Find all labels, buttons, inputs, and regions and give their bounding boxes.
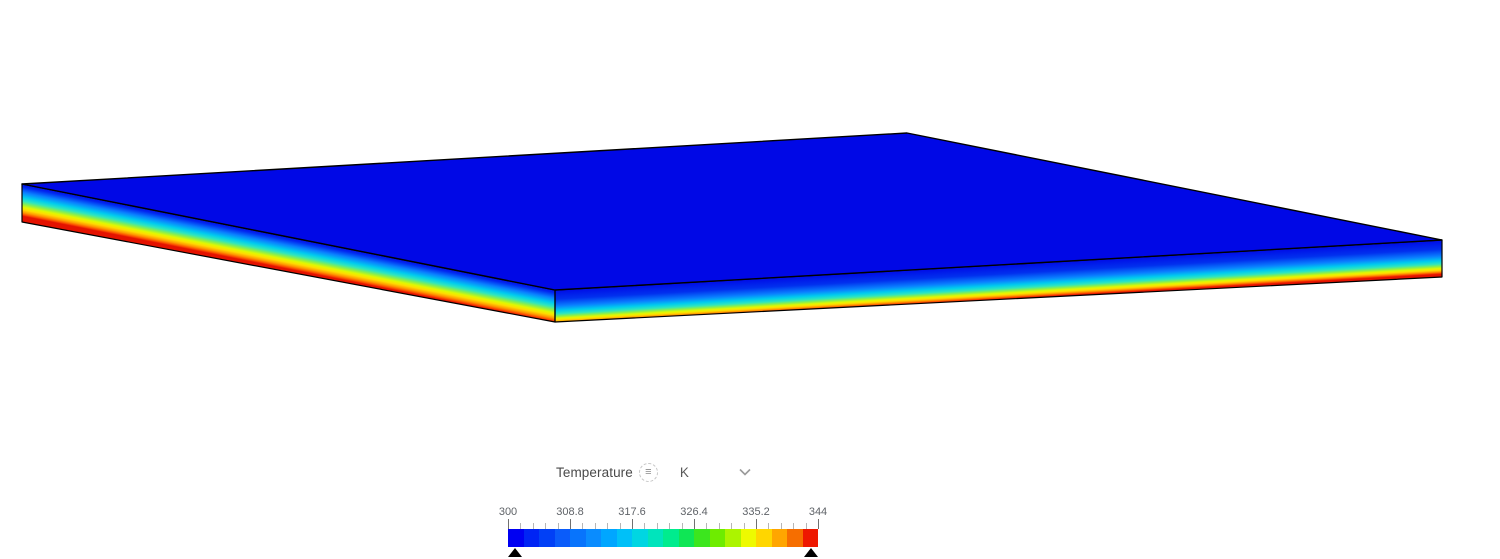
colorbar-segment [756, 529, 772, 547]
colorbar-segment [771, 529, 787, 547]
colorbar-tick [619, 523, 621, 529]
colorbar-tick [669, 523, 671, 529]
colorbar-tick [557, 523, 559, 529]
colorbar-segment [601, 529, 617, 547]
colorbar-tick [632, 519, 633, 529]
colorbar-tick [656, 523, 658, 529]
colorbar-tick [818, 519, 819, 529]
legend-field-label[interactable]: Temperature [556, 464, 633, 480]
colorbar-segment [647, 529, 663, 547]
colorbar-tick [768, 523, 770, 529]
colorbar-tick [694, 519, 695, 529]
colorbar-tick [594, 523, 596, 529]
colorbar-tick-label: 308.8 [556, 506, 584, 518]
colorbar-tick [582, 523, 584, 529]
plate-3d-view[interactable] [0, 0, 1500, 420]
colorbar-segment [554, 529, 570, 547]
colorbar-segment [585, 529, 601, 547]
colorbar-tick [532, 523, 534, 529]
colorbar-max-handle[interactable] [804, 548, 818, 557]
colorbar-block: 300 308.8 317.6 326.4 335.2 344 [499, 506, 827, 557]
colorbar-segment [725, 529, 741, 547]
colorbar-segment [678, 529, 694, 547]
legend-header: Temperature ≡ K [556, 461, 751, 483]
chevron-down-icon[interactable] [739, 468, 751, 476]
colorbar-tick [508, 519, 509, 529]
colorbar-tick [718, 523, 720, 529]
colorbar-segment [632, 529, 648, 547]
legend-unit-value[interactable]: K [679, 464, 689, 480]
colorbar-segment [802, 529, 818, 547]
colorbar-tick [805, 523, 807, 529]
colorbar-segment [539, 529, 555, 547]
colorbar-tick-label: 344 [808, 506, 828, 518]
colorbar-segment [570, 529, 586, 547]
plate-top-face [21, 132, 1443, 291]
colorbar-segment [616, 529, 632, 547]
colorbar-segment [523, 529, 539, 547]
colorbar-segment [709, 529, 725, 547]
colorbar-segment [663, 529, 679, 547]
colorbar-segment [694, 529, 710, 547]
colorbar-tick-label: 300 [498, 506, 518, 518]
colorbar-tick [545, 523, 547, 529]
colorbar-tick [681, 523, 683, 529]
colorbar-min-handle[interactable] [508, 548, 522, 557]
colorbar-tick-label: 335.2 [742, 506, 770, 518]
colorbar-tick-label: 317.6 [618, 506, 646, 518]
legend-options-icon[interactable]: ≡ [638, 462, 658, 482]
colorbar-tick [793, 523, 795, 529]
colorbar-tick [743, 523, 745, 529]
colorbar-tick [780, 523, 782, 529]
colorbar-handles [508, 547, 818, 557]
colorbar-tick [520, 523, 522, 529]
colorbar-tick [731, 523, 733, 529]
colorbar-tick [756, 519, 757, 529]
colorbar-segment [508, 529, 524, 547]
colorbar-tick-labels: 300 308.8 317.6 326.4 335.2 344 [499, 506, 827, 519]
plate-side-face-left [22, 184, 555, 322]
colorbar-ticks [508, 519, 819, 529]
colorbar-tick [570, 519, 571, 529]
colorbar-tick-label: 326.4 [680, 506, 708, 518]
colorbar [508, 529, 818, 547]
colorbar-tick [706, 523, 708, 529]
colorbar-segment [787, 529, 803, 547]
colorbar-tick [607, 523, 609, 529]
colorbar-tick [644, 523, 646, 529]
colorbar-segment [740, 529, 756, 547]
plate-side-face-right [555, 240, 1442, 322]
